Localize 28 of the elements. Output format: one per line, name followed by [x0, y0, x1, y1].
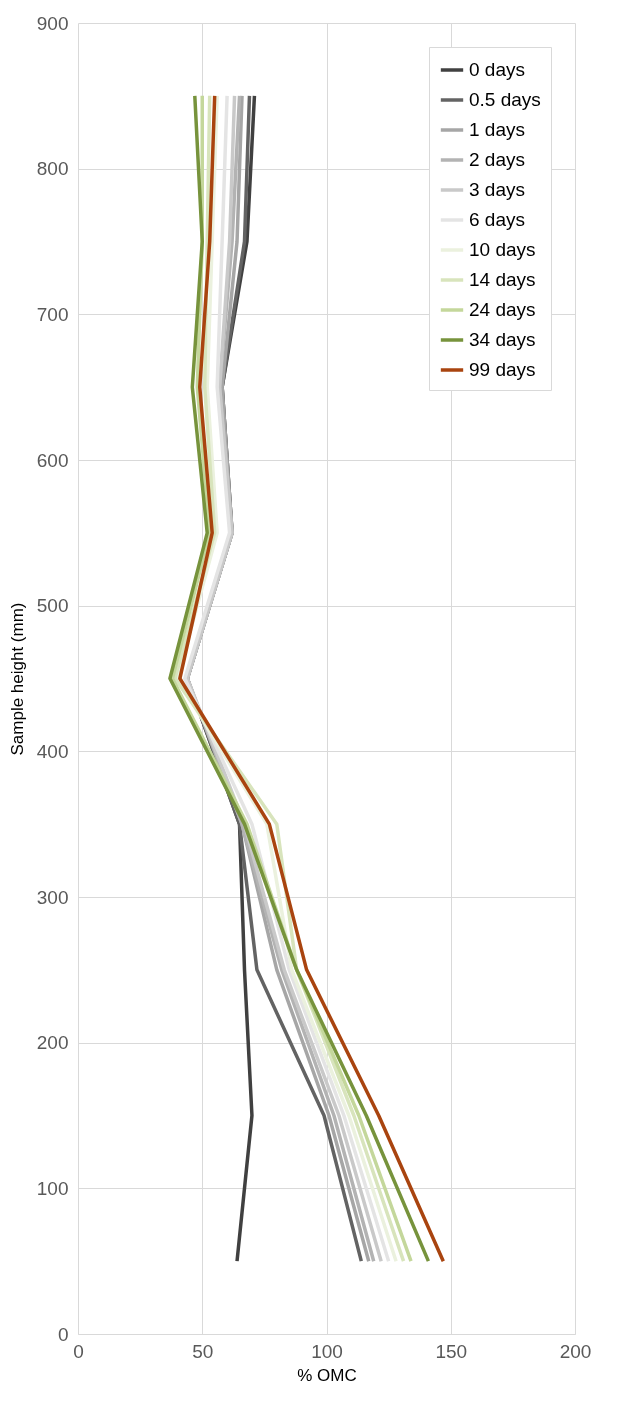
- legend-label: 0 days: [469, 59, 525, 80]
- legend-label: 3 days: [469, 179, 525, 200]
- legend-label: 1 days: [469, 119, 525, 140]
- legend-label: 24 days: [469, 299, 536, 320]
- y-tick-label: 200: [36, 1032, 69, 1054]
- x-tick-label: 200: [559, 1340, 592, 1362]
- x-axis-title: % OMC: [297, 1365, 357, 1385]
- legend-label: 99 days: [469, 359, 536, 380]
- legend-label: 14 days: [469, 269, 536, 290]
- legend-label: 0.5 days: [469, 89, 541, 110]
- y-tick-label: 800: [36, 158, 69, 180]
- y-tick-label: 600: [36, 449, 69, 471]
- legend-label: 10 days: [469, 239, 536, 260]
- y-axis-title: Sample height (mm): [7, 602, 27, 756]
- y-tick-label: 400: [36, 740, 69, 762]
- y-tick-label: 900: [36, 12, 69, 34]
- y-tick-label: 300: [36, 886, 69, 908]
- x-tick-label: 150: [435, 1340, 468, 1362]
- y-tick-label: 700: [36, 303, 69, 325]
- y-tick-label: 100: [36, 1177, 69, 1199]
- x-tick-label: 50: [192, 1340, 214, 1362]
- y-tick-label: 500: [36, 595, 69, 617]
- x-tick-label: 100: [311, 1340, 343, 1362]
- x-tick-label: 0: [73, 1340, 84, 1362]
- legend-label: 6 days: [469, 209, 525, 230]
- y-tick-label: 0: [57, 1323, 69, 1345]
- legend-label: 2 days: [469, 149, 525, 170]
- legend-label: 34 days: [469, 329, 536, 350]
